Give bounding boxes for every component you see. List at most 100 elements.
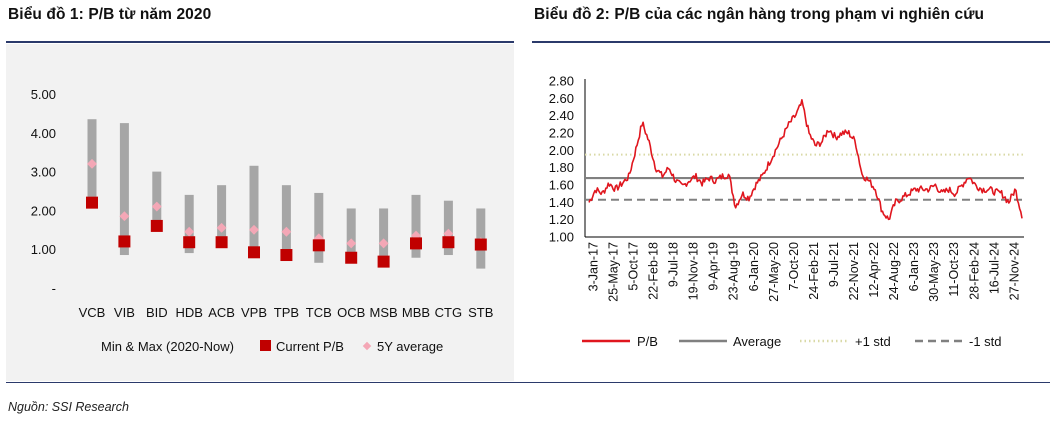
range-bar [411,194,421,258]
x-tick-label: 22-Nov-21 [847,242,861,300]
chart2-title: Biểu đồ 2: P/B của các ngân hàng trong p… [534,6,985,23]
x-tick-label: CTG [435,305,462,320]
current-marker [86,196,98,209]
y-tick-label: 4.00 [31,126,56,141]
chart2-plot: 2.80 2.60 2.40 2.20 2.00 1.80 1.60 1.40 1.20 1.00… [549,74,1024,349]
range-bar [346,208,356,259]
x-tick-label: 9-Apr-19 [707,242,721,291]
x-tick-label: VPB [241,305,267,320]
current-marker [280,249,293,262]
current-marker [150,219,163,232]
y-tick-label: 1.60 [549,178,574,193]
range-bar [87,119,97,197]
range-bar [314,192,324,263]
x-tick-label: MBB [402,305,430,320]
x-tick-label: TCB [306,305,332,320]
x-tick-label: TPB [274,305,299,320]
y-tick-label: 1.80 [549,160,574,175]
x-tick-label: VCB [79,305,106,320]
y-tick-label: 2.20 [549,126,574,141]
average-marker [184,226,195,237]
range-bar [443,200,453,256]
range-bar [281,185,291,256]
chart2-title-rule [532,41,1050,43]
y-tick-label: 1.00 [31,242,56,257]
legend-label: P/B [637,334,658,349]
x-tick-label: 22-Feb-18 [647,242,661,300]
x-tick-label: ACB [208,305,235,320]
range-bar [249,165,259,250]
average-marker [249,224,259,235]
chart1-panel: 5.00 4.00 3.00 2.00 1.00 - VCB VIB BID HDB ACB VPB… [6,44,514,381]
y-tick-label: 2.00 [31,203,56,218]
average-marker [346,238,357,249]
average-marker [216,222,227,233]
x-tick-label: HDB [175,305,202,320]
legend-label: Current P/B [276,339,344,354]
current-marker [442,236,455,249]
x-tick-label: 6-Jan-23 [907,242,921,291]
x-tick-label: OCB [337,305,365,320]
x-tick-label: 24-Aug-22 [887,242,901,300]
current-marker [474,238,487,251]
average-marker [378,238,389,249]
chart1-title-rule [6,41,514,43]
x-tick-label: 28-Feb-24 [967,242,981,300]
x-tick-label: STB [468,305,493,320]
current-marker [345,251,358,264]
chart1-title: Biểu đồ 1: P/B từ năm 2020 [8,6,212,23]
x-tick-label: 23-Aug-19 [727,242,741,300]
x-tick-label: 12-Apr-22 [867,242,881,298]
x-tick-label: 27-Nov-24 [1007,242,1021,300]
range-bar [379,208,389,263]
legend-label: +1 std [855,334,891,349]
average-marker [119,211,130,222]
current-marker [377,255,390,268]
x-tick-label: 9-Jul-18 [667,242,681,287]
x-tick-label: MSB [370,305,398,320]
current-marker [410,237,422,250]
legend-average-swatch [362,341,372,351]
legend-current-swatch [260,340,271,351]
y-tick-label: 5.00 [31,87,56,102]
range-bar [184,194,194,254]
x-tick-label: 6-Jan-20 [747,242,761,291]
average-marker [87,158,97,169]
x-tick-label: 24-Feb-21 [807,242,821,300]
y-tick-label: 2.40 [549,108,574,123]
average-marker [443,228,454,239]
range-bar [119,123,129,256]
y-tick-label: 1.20 [549,212,574,227]
y-tick-label: 2.80 [549,74,574,89]
chart1-plot: 5.00 4.00 3.00 2.00 1.00 - VCB VIB BID HDB ACB VPB… [31,87,494,354]
range-bar [217,185,227,248]
footer-rule [6,382,1050,383]
source-note: Nguồn: SSI Research [8,400,129,414]
x-tick-label: 3-Jan-17 [586,242,600,291]
x-tick-label: 16-Jul-24 [987,242,1001,294]
average-marker [281,226,292,237]
x-tick-label: 30-May-23 [927,242,941,302]
y-tick-label: 2.00 [549,143,574,158]
current-marker [118,235,131,248]
x-tick-label: 27-May-20 [767,242,781,302]
y-tick-label: - [52,281,56,296]
current-marker [248,246,260,259]
y-tick-label: 1.00 [549,230,574,245]
legend-label: 5Y average [377,339,443,354]
y-tick-label: 3.00 [31,165,56,180]
y-tick-label: 1.40 [549,195,574,210]
legend-label: -1 std [969,334,1002,349]
current-marker [312,239,325,252]
x-tick-label: 19-Nov-18 [687,242,701,300]
x-tick-label: VIB [114,305,135,320]
x-tick-label: 25-May-17 [606,242,620,302]
x-tick-label: 9-Jul-21 [827,242,841,287]
pb-series-line [588,98,1023,221]
current-marker [183,236,196,249]
x-tick-label: 5-Oct-17 [626,242,640,291]
x-tick-label: 7-Oct-20 [787,242,801,291]
x-tick-label: 11-Oct-23 [947,242,961,297]
y-tick-label: 2.60 [549,91,574,106]
average-marker [151,201,162,212]
